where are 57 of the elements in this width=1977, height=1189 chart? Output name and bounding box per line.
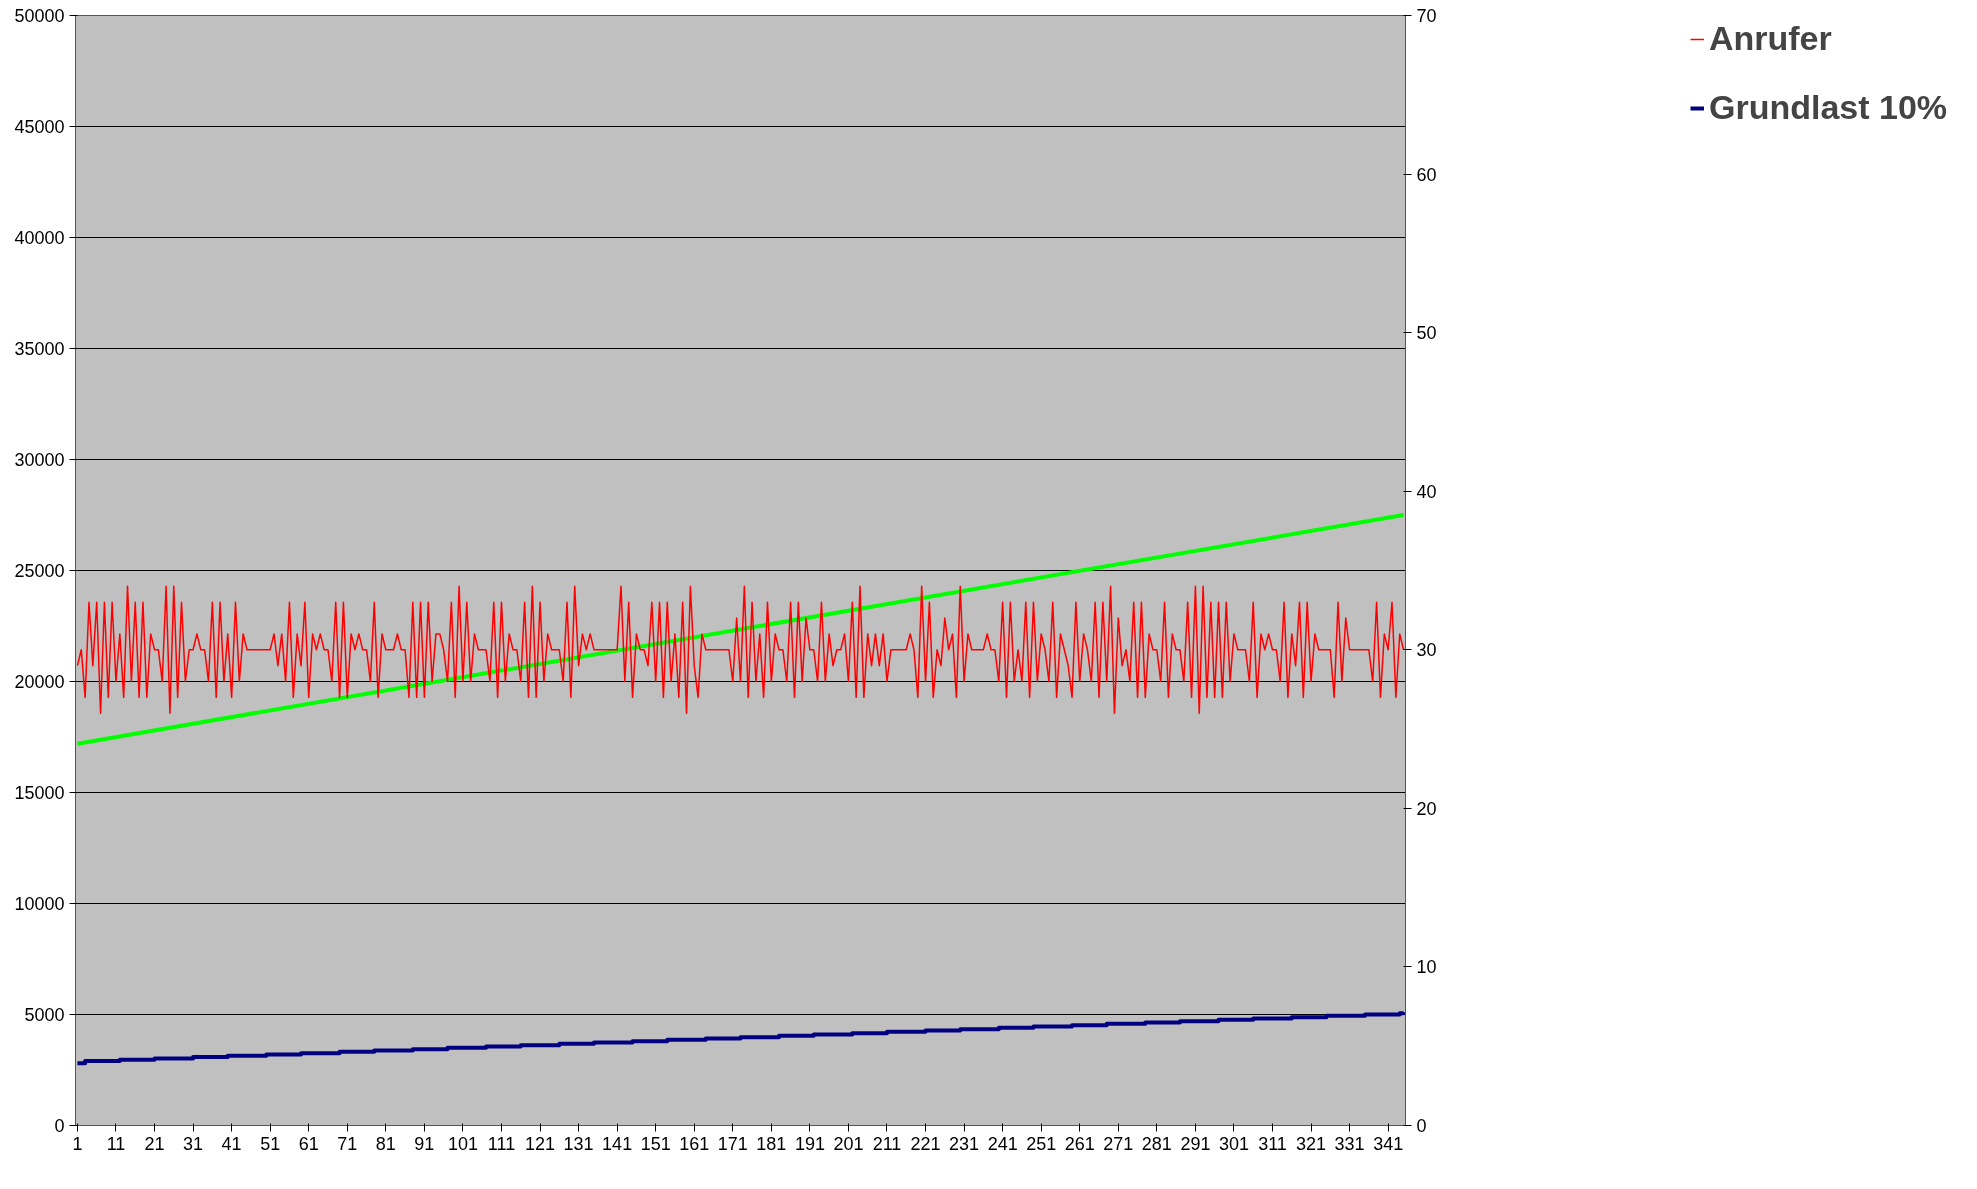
legend-label: Grundlast 10% [1708,88,1948,127]
x-tick-label: 321 [1296,1133,1327,1154]
y-tick-label: 5000 [24,1005,65,1025]
y-tick-label: 30000 [14,450,65,470]
x-tick-label: 11 [106,1133,126,1154]
x-tick-label: 221 [910,1133,941,1154]
x-tick-label: 291 [1180,1133,1211,1154]
y2-tick-label: 20 [1416,798,1437,819]
y2-tick-label: 10 [1416,957,1437,978]
y-tick-label: 0 [54,1116,65,1136]
x-tick-label: 41 [221,1133,242,1154]
x-tick-label: 311 [1258,1133,1287,1154]
x-tick-label: 231 [949,1133,980,1154]
x-tick-label: 331 [1334,1133,1365,1154]
y2-tick-label: 30 [1416,640,1437,661]
x-tick-label: 91 [414,1133,435,1154]
y-tick-label: 20000 [14,672,65,692]
x-tick-label: 241 [987,1133,1018,1154]
x-tick-label: 151 [640,1133,671,1154]
x-tick-label: 211 [872,1133,902,1154]
y-tick-label: 25000 [14,561,65,581]
x-tick-label: 251 [1026,1133,1057,1154]
x-tick-label: 51 [260,1133,281,1154]
y-tick-label: 35000 [14,339,65,359]
x-tick-label: 191 [794,1133,825,1154]
x-tick-label: 101 [447,1133,478,1154]
y2-tick-label: 70 [1416,6,1437,26]
x-tick-label: 21 [144,1133,165,1154]
x-tick-label: 61 [298,1133,319,1154]
y-tick-label: 45000 [14,117,65,137]
x-tick-label: 261 [1064,1133,1095,1154]
x-tick-label: 181 [756,1133,787,1154]
y-tick-label: 10000 [14,894,65,914]
x-tick-label: 121 [525,1133,556,1154]
x-tick-label: 271 [1103,1133,1134,1154]
x-tick-label: 81 [375,1133,396,1154]
x-tick-label: 171 [717,1133,748,1154]
x-tick-label: 71 [337,1133,358,1154]
y2-tick-label: 50 [1416,323,1437,344]
x-tick-label: 111 [487,1133,516,1154]
x-tick-label: 281 [1141,1133,1172,1154]
y-tick-label: 50000 [14,6,65,26]
y-tick-label: 15000 [14,783,65,803]
x-tick-label: 31 [183,1133,204,1154]
y2-tick-label: 40 [1416,481,1437,502]
x-tick-label: 161 [679,1133,710,1154]
y2-tick-label: 0 [1416,1116,1427,1136]
x-tick-label: 341 [1373,1133,1404,1154]
y-tick-label: 40000 [14,228,65,248]
x-tick-label: 1 [72,1133,83,1154]
x-tick-label: 141 [602,1133,633,1154]
x-tick-label: 131 [563,1133,594,1154]
x-tick-label: 201 [833,1133,864,1154]
line-series [76,585,1405,714]
legend-label: Anrufer [1708,19,1832,58]
y2-tick-label: 60 [1416,164,1437,185]
x-tick-label: 301 [1218,1133,1249,1154]
